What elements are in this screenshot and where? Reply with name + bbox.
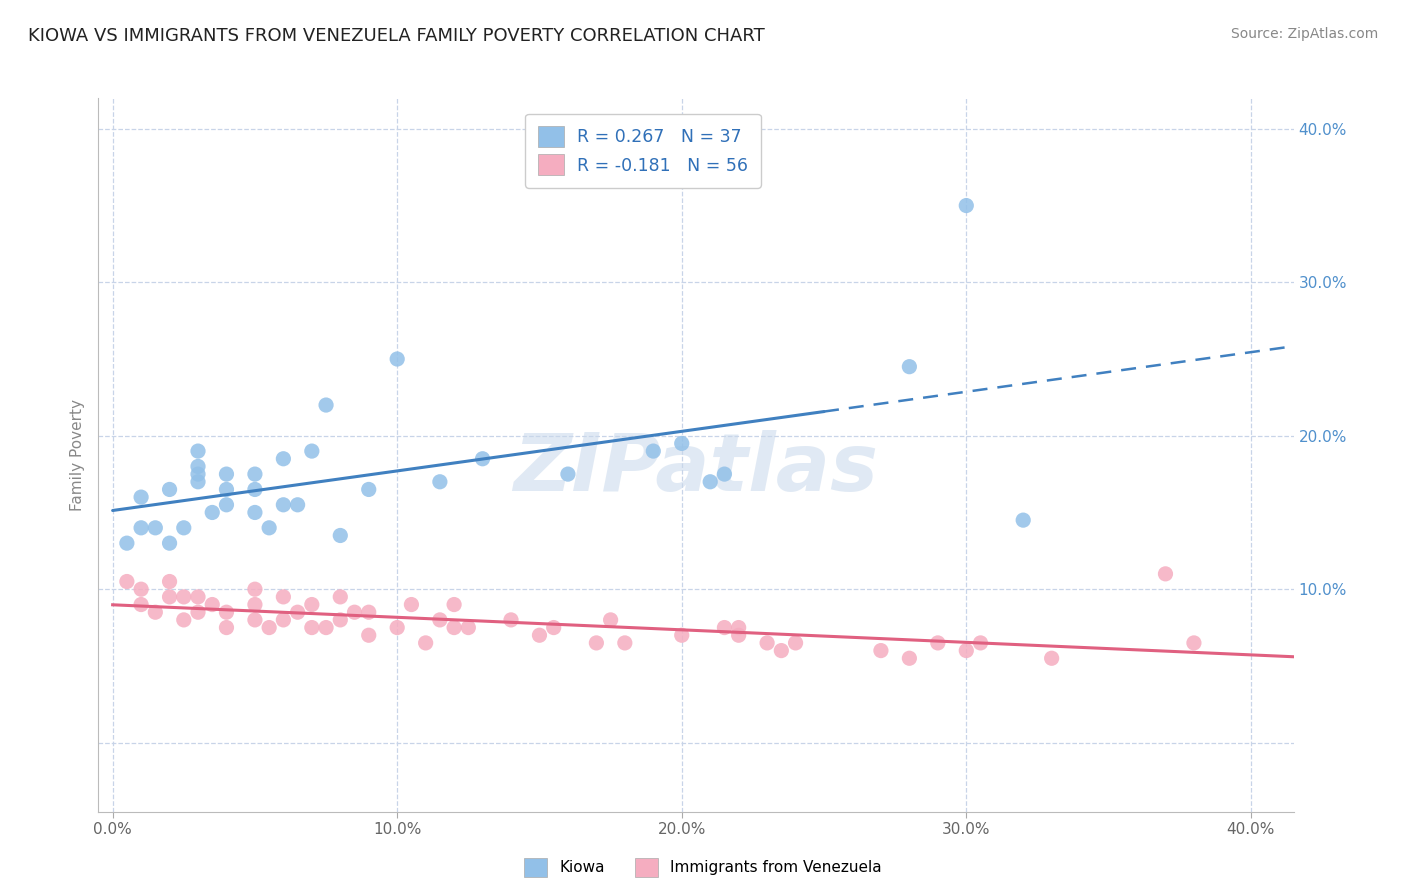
Point: [215, 498, 238, 512]
Point: [187, 590, 209, 604]
Point: [613, 636, 636, 650]
Text: ZIPatlas: ZIPatlas: [513, 430, 879, 508]
Point: [129, 598, 152, 612]
Point: [529, 628, 551, 642]
Point: [115, 574, 138, 589]
Point: [955, 643, 977, 657]
Point: [343, 605, 366, 619]
Point: [257, 621, 280, 635]
Text: Source: ZipAtlas.com: Source: ZipAtlas.com: [1230, 27, 1378, 41]
Point: [1040, 651, 1063, 665]
Point: [429, 475, 451, 489]
Y-axis label: Family Poverty: Family Poverty: [70, 399, 86, 511]
Point: [143, 605, 166, 619]
Point: [357, 483, 380, 497]
Point: [201, 506, 224, 520]
Point: [713, 467, 735, 482]
Point: [301, 621, 323, 635]
Point: [927, 636, 949, 650]
Point: [287, 498, 309, 512]
Point: [129, 582, 152, 597]
Point: [273, 590, 295, 604]
Point: [287, 605, 309, 619]
Point: [243, 598, 266, 612]
Point: [187, 605, 209, 619]
Point: [415, 636, 437, 650]
Point: [671, 436, 693, 450]
Legend: Kiowa, Immigrants from Venezuela: Kiowa, Immigrants from Venezuela: [516, 850, 890, 884]
Point: [215, 621, 238, 635]
Point: [585, 636, 607, 650]
Point: [301, 598, 323, 612]
Point: [159, 483, 181, 497]
Point: [243, 613, 266, 627]
Point: [329, 528, 352, 542]
Point: [187, 459, 209, 474]
Point: [357, 605, 380, 619]
Point: [173, 521, 195, 535]
Legend: R = 0.267   N = 37, R = -0.181   N = 56: R = 0.267 N = 37, R = -0.181 N = 56: [526, 114, 761, 187]
Point: [599, 613, 621, 627]
Point: [643, 444, 665, 458]
Point: [257, 521, 280, 535]
Point: [785, 636, 807, 650]
Point: [273, 451, 295, 466]
Point: [273, 498, 295, 512]
Point: [243, 467, 266, 482]
Point: [1182, 636, 1205, 650]
Point: [1012, 513, 1035, 527]
Point: [385, 351, 409, 366]
Point: [671, 628, 693, 642]
Point: [898, 359, 921, 374]
Point: [543, 621, 565, 635]
Point: [401, 598, 423, 612]
Point: [273, 613, 295, 627]
Point: [357, 628, 380, 642]
Point: [315, 621, 337, 635]
Point: [159, 536, 181, 550]
Point: [870, 643, 893, 657]
Point: [115, 536, 138, 550]
Point: [699, 475, 721, 489]
Point: [243, 582, 266, 597]
Point: [187, 444, 209, 458]
Point: [329, 613, 352, 627]
Point: [443, 598, 465, 612]
Point: [201, 598, 224, 612]
Point: [243, 506, 266, 520]
Point: [173, 590, 195, 604]
Text: KIOWA VS IMMIGRANTS FROM VENEZUELA FAMILY POVERTY CORRELATION CHART: KIOWA VS IMMIGRANTS FROM VENEZUELA FAMIL…: [28, 27, 765, 45]
Point: [159, 590, 181, 604]
Point: [129, 490, 152, 504]
Point: [756, 636, 779, 650]
Point: [129, 521, 152, 535]
Point: [898, 651, 921, 665]
Point: [173, 613, 195, 627]
Point: [557, 467, 579, 482]
Point: [215, 483, 238, 497]
Point: [329, 590, 352, 604]
Point: [969, 636, 991, 650]
Point: [1154, 566, 1177, 581]
Point: [727, 628, 749, 642]
Point: [143, 521, 166, 535]
Point: [215, 605, 238, 619]
Point: [429, 613, 451, 627]
Point: [471, 451, 494, 466]
Point: [457, 621, 479, 635]
Point: [955, 198, 977, 212]
Point: [499, 613, 522, 627]
Point: [187, 467, 209, 482]
Point: [713, 621, 735, 635]
Point: [315, 398, 337, 412]
Point: [770, 643, 793, 657]
Point: [385, 621, 409, 635]
Point: [187, 475, 209, 489]
Point: [443, 621, 465, 635]
Point: [727, 621, 749, 635]
Point: [159, 574, 181, 589]
Point: [215, 467, 238, 482]
Point: [301, 444, 323, 458]
Point: [243, 483, 266, 497]
